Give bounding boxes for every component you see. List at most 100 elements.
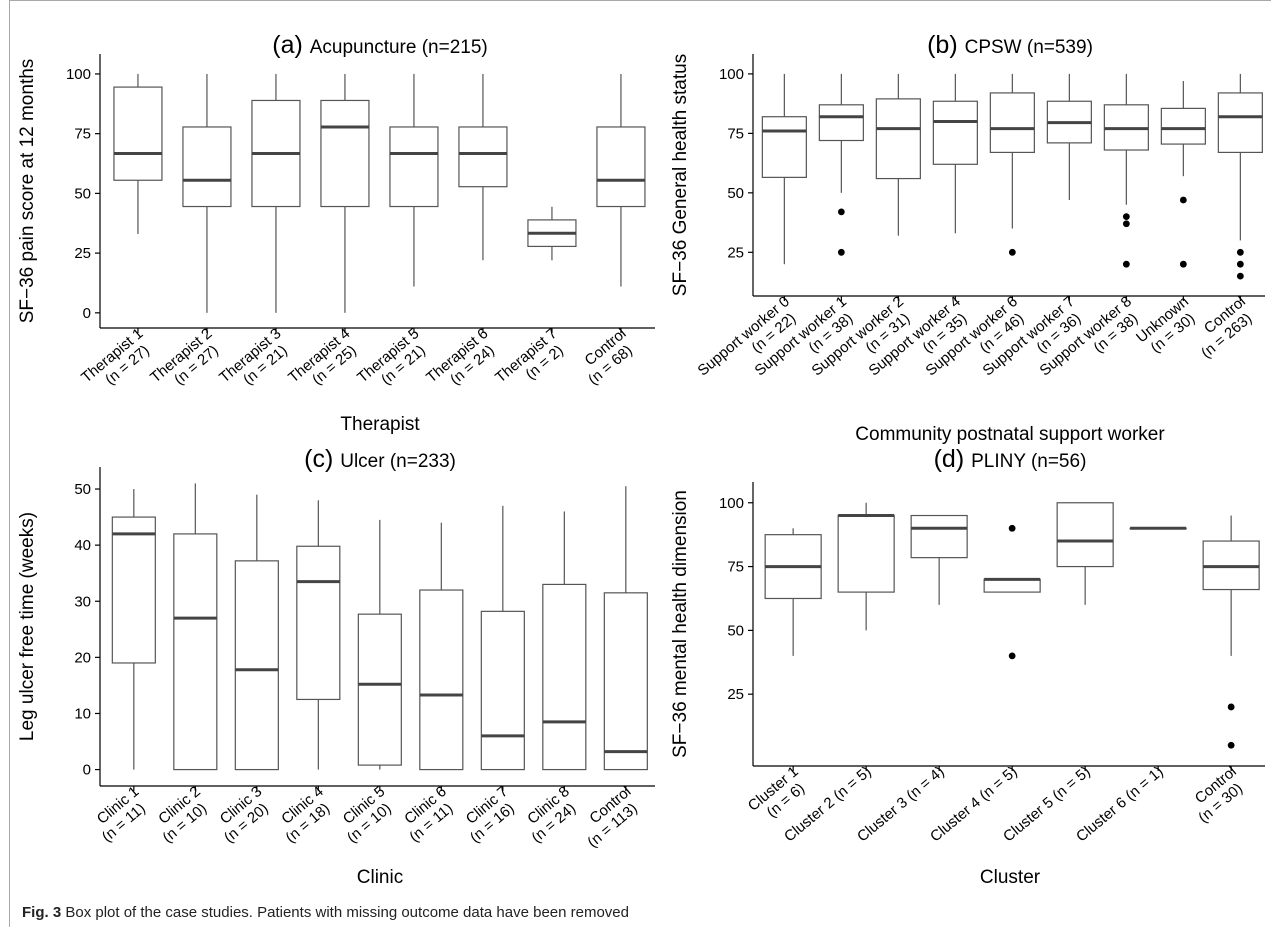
y-tick-label: 50 bbox=[727, 185, 744, 202]
iqr-box bbox=[837, 514, 895, 593]
box-1 bbox=[111, 489, 156, 770]
chart-b: (b) CPSW (n=539) 25 50 75 100 SF−36 General h… bbox=[670, 31, 1265, 445]
outlier-point bbox=[1236, 248, 1244, 256]
x-tick-label: Therapist 2(n = 27) bbox=[147, 325, 226, 399]
figure-caption: Fig. 3 Box plot of the case studies. Pat… bbox=[22, 904, 629, 921]
box-9 bbox=[603, 486, 648, 771]
box-5 bbox=[1056, 502, 1114, 605]
y-tick-label: 50 bbox=[727, 622, 744, 639]
outlier-point bbox=[1236, 272, 1244, 280]
y-tick-label: 20 bbox=[74, 649, 91, 666]
outlier-point bbox=[837, 248, 845, 256]
box-5 bbox=[389, 73, 439, 287]
box-6 bbox=[1129, 526, 1187, 530]
x-axis-label: Community postnatal support worker bbox=[855, 424, 1165, 445]
x-tick-label: Therapist 3(n = 21) bbox=[216, 325, 295, 399]
y-tick-label: 30 bbox=[74, 593, 91, 610]
outlier-point bbox=[1122, 220, 1130, 228]
chart-title: (d) PLINY (n=56) bbox=[934, 445, 1087, 473]
x-tick-label: Therapist 1(n = 27) bbox=[78, 325, 157, 399]
y-tick-label: 100 bbox=[719, 66, 744, 83]
y-tick-label: 75 bbox=[727, 559, 744, 576]
outlier-point bbox=[1236, 260, 1244, 268]
x-tick-label: Control(n = 263) bbox=[1187, 293, 1260, 362]
iqr-box bbox=[818, 104, 864, 142]
chart-title: (a) Acupuncture (n=215) bbox=[272, 31, 487, 59]
iqr-box bbox=[113, 86, 163, 181]
y-tick-label: 0 bbox=[83, 305, 91, 322]
y-tick-label: 25 bbox=[74, 245, 91, 262]
iqr-box bbox=[596, 126, 646, 208]
iqr-box bbox=[603, 592, 648, 771]
y-axis-label: Leg ulcer free time (weeks) bbox=[17, 512, 38, 741]
x-tick-label: Clinic 5(n = 10) bbox=[333, 783, 399, 846]
box-4 bbox=[983, 524, 1041, 660]
box-3 bbox=[251, 73, 301, 313]
box-3 bbox=[875, 73, 921, 236]
box-2 bbox=[837, 502, 895, 631]
box-6 bbox=[1046, 73, 1092, 200]
y-axis-label: SF−36 pain score at 12 months bbox=[17, 59, 38, 324]
box-2 bbox=[173, 483, 218, 771]
box-7 bbox=[1202, 515, 1260, 749]
y-tick-label: 25 bbox=[727, 686, 744, 703]
x-tick-label: Therapist 4(n = 25) bbox=[285, 325, 364, 399]
box-3 bbox=[910, 514, 968, 605]
y-axis-label: SF−36 mental health dimension bbox=[670, 490, 691, 758]
iqr-box bbox=[1217, 92, 1263, 153]
iqr-box bbox=[458, 126, 508, 188]
y-tick-label: 50 bbox=[74, 481, 91, 498]
iqr-box bbox=[173, 533, 218, 771]
box-2 bbox=[818, 73, 864, 256]
x-axis-label: Therapist bbox=[340, 414, 420, 435]
figure-caption-text: Box plot of the case studies. Patients w… bbox=[65, 904, 629, 921]
figure-frame bbox=[9, 0, 1271, 927]
box-1 bbox=[761, 73, 807, 265]
box-2 bbox=[182, 73, 232, 313]
outlier-point bbox=[1008, 248, 1016, 256]
y-tick-label: 100 bbox=[719, 495, 744, 512]
iqr-box bbox=[761, 116, 807, 178]
outlier-point bbox=[1227, 703, 1235, 711]
box-6 bbox=[458, 73, 508, 261]
box-8 bbox=[596, 73, 646, 287]
x-tick-label: Therapist 5(n = 21) bbox=[354, 325, 433, 399]
x-tick-label: Clinic 8(n = 24) bbox=[517, 783, 583, 846]
iqr-box bbox=[480, 610, 525, 771]
y-tick-label: 75 bbox=[74, 126, 91, 143]
x-tick-label: Clinic 2(n = 10) bbox=[148, 783, 214, 846]
iqr-box bbox=[910, 514, 968, 559]
y-tick-label: 100 bbox=[66, 66, 91, 83]
box-1 bbox=[113, 73, 163, 234]
chart-a: (a) Acupuncture (n=215) 0 25 50 75 100 SF−36 p… bbox=[17, 31, 655, 435]
box-8 bbox=[542, 511, 587, 771]
box-4 bbox=[296, 500, 341, 770]
chart-d: (d) PLINY (n=56) 25 50 75 100 SF−36 mental he… bbox=[670, 445, 1265, 888]
iqr-box bbox=[983, 578, 1041, 593]
outlier-point bbox=[1122, 260, 1130, 268]
x-tick-label: Therapist 7(n = 2) bbox=[492, 325, 571, 399]
y-tick-label: 40 bbox=[74, 537, 91, 554]
box-3 bbox=[234, 494, 279, 771]
x-tick-label: Clinic 4(n = 18) bbox=[271, 783, 337, 846]
outlier-point bbox=[1179, 260, 1187, 268]
iqr-box bbox=[875, 98, 921, 180]
x-tick-label: Unknown(n = 30) bbox=[1133, 293, 1203, 359]
outlier-point bbox=[1227, 741, 1235, 749]
iqr-box bbox=[296, 545, 341, 701]
iqr-box bbox=[389, 126, 439, 208]
y-axis-label: SF−36 General health status bbox=[670, 54, 691, 296]
outlier-point bbox=[837, 208, 845, 216]
chart-title: (b) CPSW (n=539) bbox=[927, 31, 1093, 59]
box-4 bbox=[320, 73, 370, 313]
box-4 bbox=[932, 73, 978, 234]
iqr-box bbox=[989, 92, 1035, 153]
box-8 bbox=[1160, 81, 1206, 268]
iqr-box bbox=[234, 560, 279, 771]
outlier-point bbox=[1122, 213, 1130, 221]
box-7 bbox=[527, 206, 577, 261]
y-tick-label: 10 bbox=[74, 705, 91, 722]
iqr-box bbox=[111, 516, 156, 664]
outlier-point bbox=[1008, 652, 1016, 660]
iqr-box bbox=[1160, 107, 1206, 145]
